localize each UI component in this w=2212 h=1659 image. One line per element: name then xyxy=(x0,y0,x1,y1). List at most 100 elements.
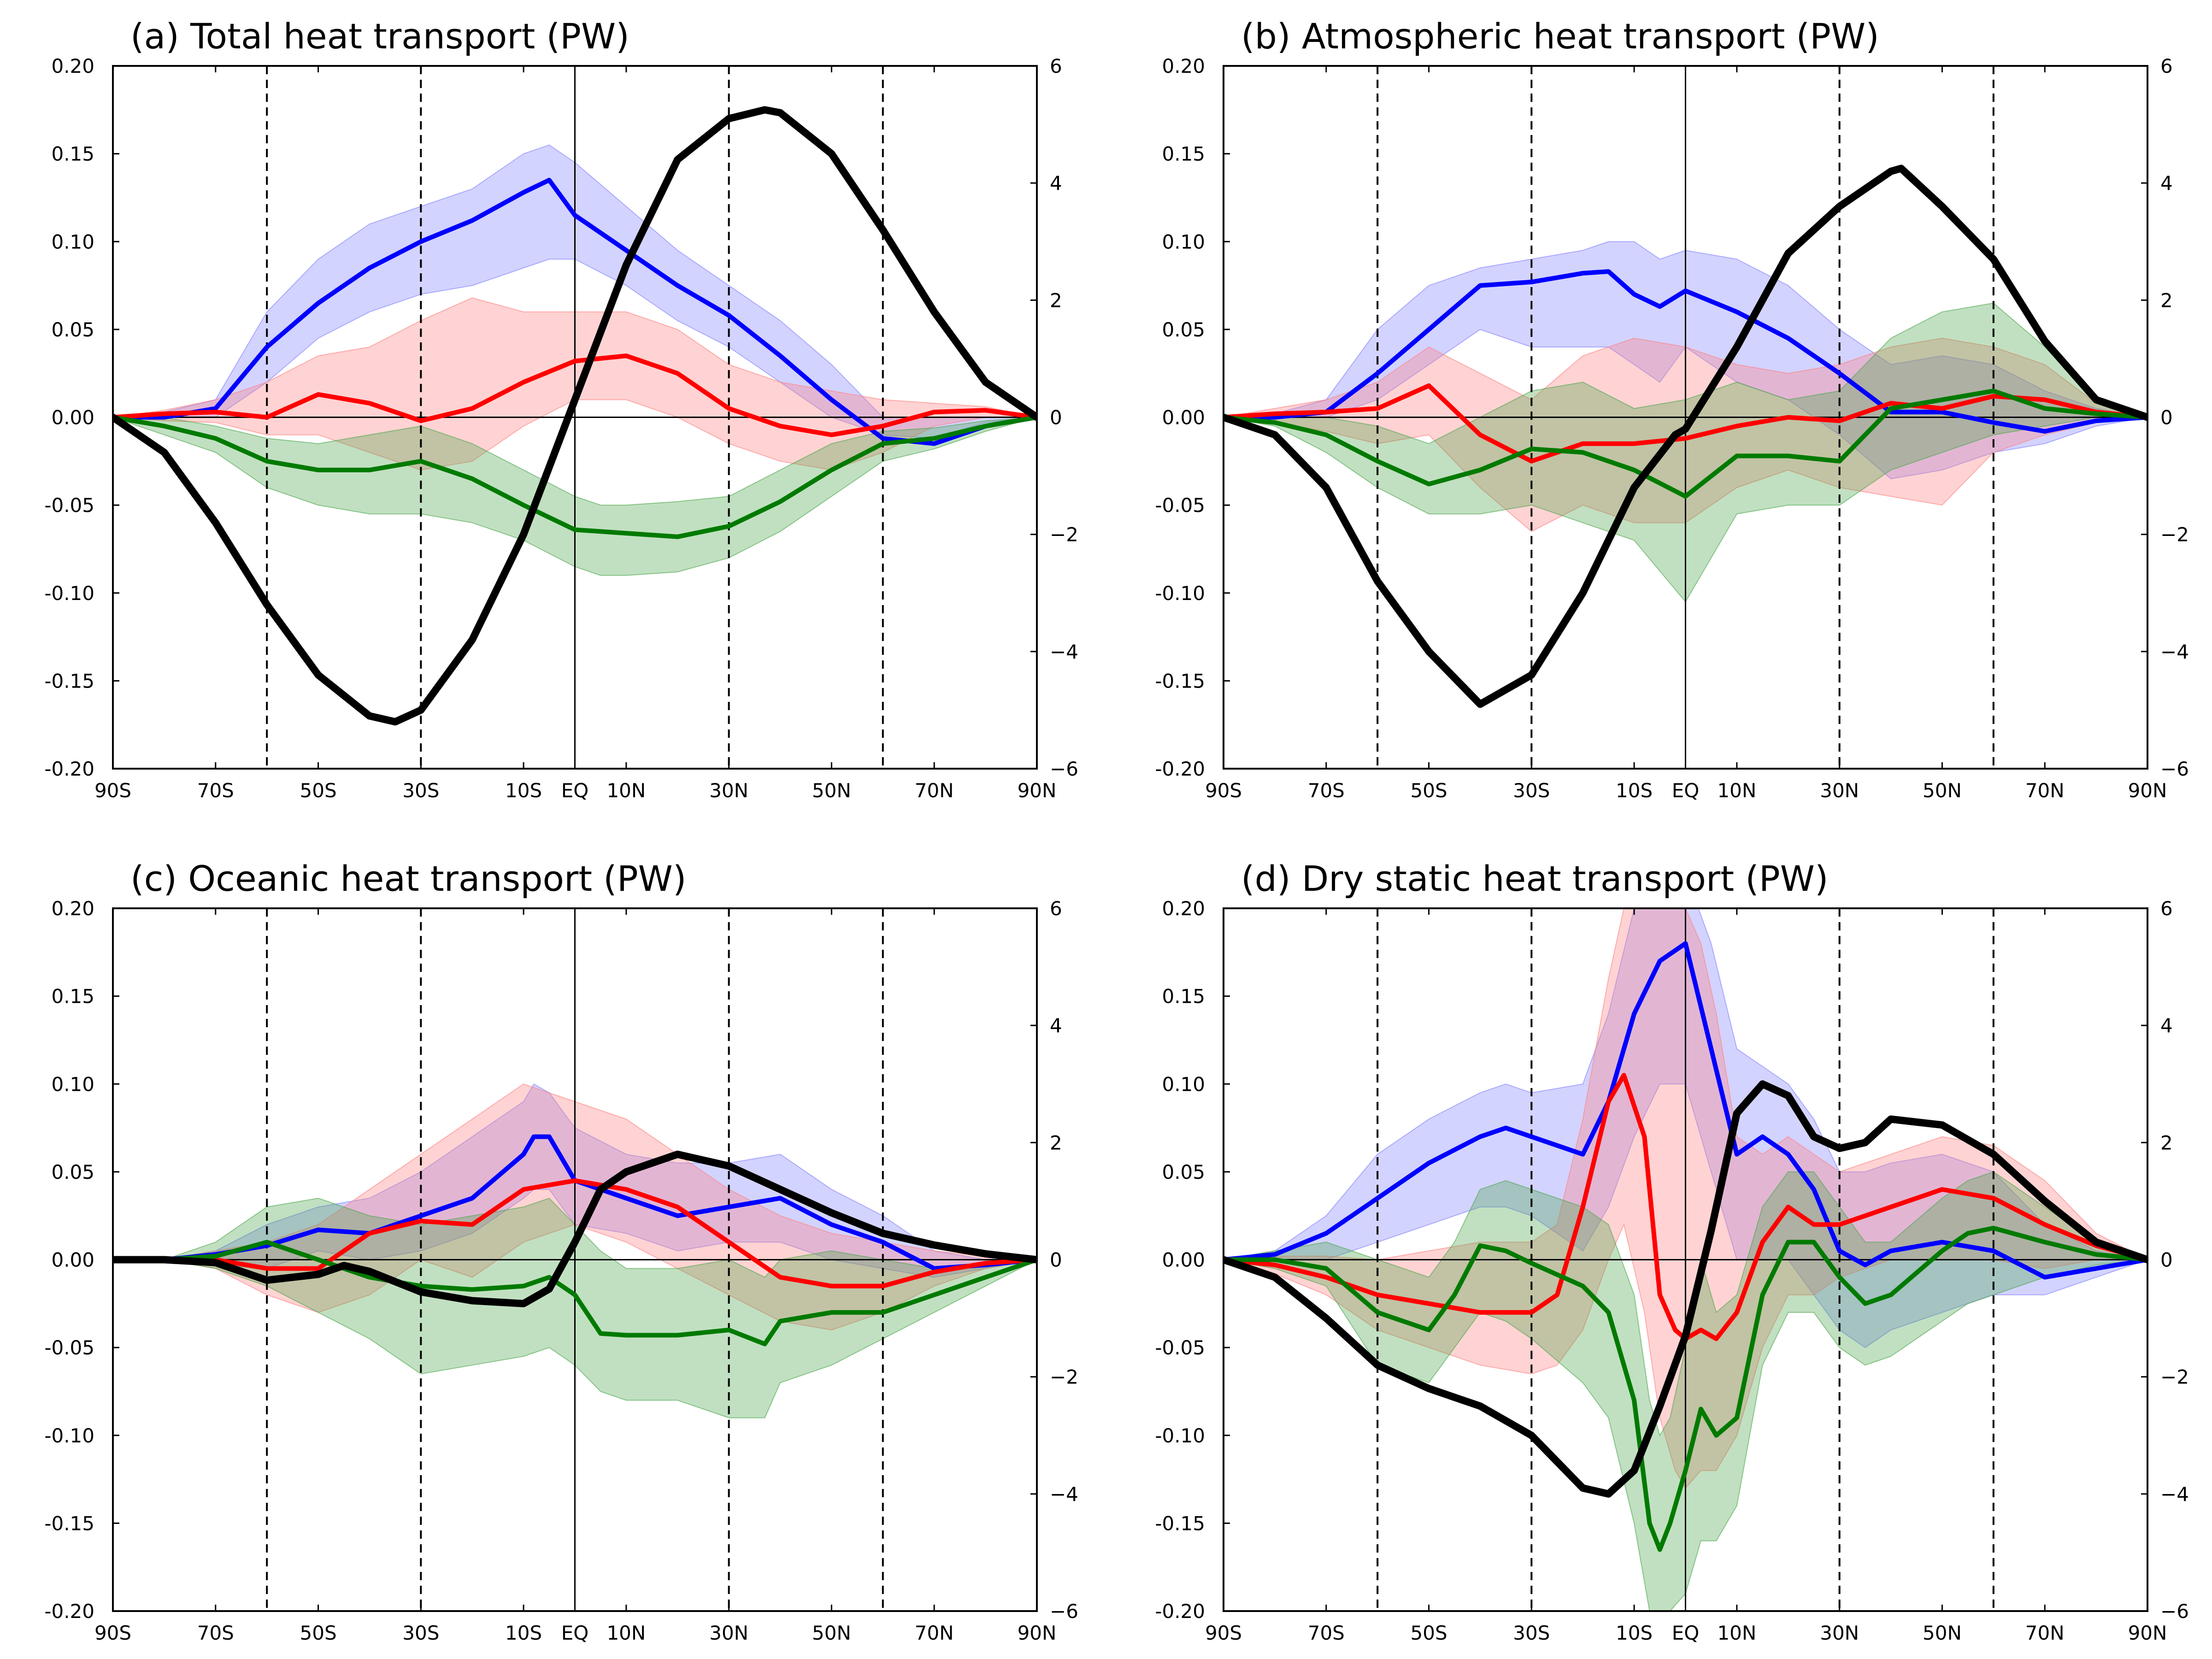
y-tick-label: -0.20 xyxy=(1155,1600,1205,1623)
y-tick-label: -0.10 xyxy=(44,582,94,605)
blue-spread-band xyxy=(113,144,1037,439)
y-tick-label: -0.20 xyxy=(1155,758,1205,780)
panel-title: (c) Oceanic heat transport (PW) xyxy=(130,858,686,899)
black-series-line xyxy=(1224,1080,2147,1498)
plot-area: 90S 70S 50S 30S 10S EQ 10N 30N 50N 70N 90N -0.20 -0.… xyxy=(1155,897,2189,1644)
x-tick-label: 30N xyxy=(709,1622,748,1644)
x-tick-label: EQ xyxy=(561,1622,589,1644)
y2-tick-label: −4 xyxy=(2160,1483,2189,1506)
x-tick-label: 90S xyxy=(94,1622,131,1644)
plot-area: 90S 70S 50S 30S 10S EQ 10N 30N 50N 70N 90N -0.20 -0.… xyxy=(1155,55,2189,802)
red-series-line xyxy=(113,1178,1037,1288)
y-tick-label: 0.20 xyxy=(51,897,94,920)
panel-title: (a) Total heat transport (PW) xyxy=(130,16,629,57)
x-tick-label: 10N xyxy=(1717,779,1756,802)
x-tick-label: 90N xyxy=(1018,779,1057,802)
y-tick-label: -0.10 xyxy=(44,1424,94,1447)
y2-tick-label: 0 xyxy=(1050,1249,1062,1271)
red-series-line xyxy=(1224,1073,2147,1341)
x-tick-label: 50S xyxy=(1411,779,1447,802)
y2-tick-label: −4 xyxy=(2160,641,2189,663)
black-series-line xyxy=(1224,165,2147,708)
blue-series-line xyxy=(1224,941,2147,1280)
x-tick-label: 90S xyxy=(1205,779,1242,802)
y-tick-label: 0.00 xyxy=(51,1249,94,1271)
x-tick-label: 50N xyxy=(812,779,851,802)
blue-series-line xyxy=(113,177,1037,446)
y-tick-label: 0.20 xyxy=(1162,55,1205,77)
y-tick-label: 0.10 xyxy=(1162,230,1205,253)
y2-tick-label: −6 xyxy=(1050,1600,1078,1623)
x-tick-label: 70S xyxy=(197,1622,234,1644)
x-tick-label: 10N xyxy=(1717,1622,1756,1644)
x-tick-label: 90N xyxy=(2128,779,2167,802)
y-tick-label: -0.20 xyxy=(44,1600,94,1623)
y2-tick-label: 2 xyxy=(1050,289,1062,312)
y-tick-label: -0.10 xyxy=(1155,582,1205,605)
blue-series-line xyxy=(113,1134,1037,1271)
plot-body xyxy=(1224,908,2147,1611)
x-tick-label: EQ xyxy=(1672,779,1700,802)
y2-tick-label: 4 xyxy=(1050,172,1062,194)
y-tick-label: 0.20 xyxy=(51,55,94,77)
x-tick-label: 70N xyxy=(2025,779,2065,802)
x-tick-label: 90N xyxy=(1018,1622,1057,1644)
y-tick-label: 0.15 xyxy=(1162,985,1205,1008)
x-tick-label: 50N xyxy=(812,1622,851,1644)
y2-tick-label: −4 xyxy=(1050,641,1078,663)
blue-series-line xyxy=(1224,269,2147,434)
x-tick-label: 50N xyxy=(1923,779,1962,802)
x-tick-label: 30S xyxy=(402,1622,439,1644)
y-tick-label: -0.15 xyxy=(44,670,94,692)
green-series-line xyxy=(1224,1225,2147,1552)
x-tick-label: 30S xyxy=(1513,779,1550,802)
y-tick-label: 0.05 xyxy=(51,1161,94,1183)
y-tick-label: 0.15 xyxy=(51,143,94,165)
x-tick-label: 10N xyxy=(606,1622,646,1644)
x-tick-label: 30S xyxy=(1513,1622,1550,1644)
plot-area: 90S 70S 50S 30S 10S EQ 10N 30N 50N 70N 90N -0.20 -0.… xyxy=(44,55,1078,802)
green-series-line xyxy=(113,415,1037,539)
x-tick-label: 50S xyxy=(300,779,337,802)
y2-tick-label: 2 xyxy=(1050,1131,1062,1154)
y2-tick-label: −2 xyxy=(2160,524,2189,546)
panel-a-total-heat-transport: (a) Total heat transport (PW) 90S 70S 50S 3… xyxy=(44,16,1078,802)
x-tick-label: 90S xyxy=(94,779,131,802)
panel-c-oceanic-heat-transport: (c) Oceanic heat transport (PW) 90S 70S 50… xyxy=(44,858,1078,1644)
y-tick-label: -0.20 xyxy=(44,758,94,780)
black-series-line xyxy=(113,1150,1037,1307)
y-tick-label: 0.05 xyxy=(51,318,94,341)
y2-tick-label: 2 xyxy=(2160,1131,2173,1154)
panel-d-dry-static-heat-transport: (d) Dry static heat transport (PW) 90S 70… xyxy=(1155,858,2189,1644)
x-tick-label: 30S xyxy=(402,779,439,802)
y-tick-label: 0.15 xyxy=(1162,143,1205,165)
green-series-line xyxy=(1224,388,2147,499)
y-tick-label: 0.10 xyxy=(51,1073,94,1095)
y2-tick-label: 2 xyxy=(2160,289,2173,312)
y2-tick-label: 4 xyxy=(2160,1014,2173,1037)
x-tick-label: EQ xyxy=(1672,1622,1700,1644)
red-series-line xyxy=(1224,383,2147,464)
y-tick-label: 0.00 xyxy=(1162,1249,1205,1271)
y-tick-label: -0.15 xyxy=(44,1512,94,1535)
x-tick-label: 10N xyxy=(606,779,646,802)
y2-tick-label: −6 xyxy=(2160,758,2189,780)
x-tick-label: 30N xyxy=(1820,779,1859,802)
x-tick-label: 70N xyxy=(915,1622,954,1644)
panel-b-atmospheric-heat-transport: (b) Atmospheric heat transport (PW) 90S 7… xyxy=(1155,16,2189,802)
y-tick-label: -0.05 xyxy=(1155,494,1205,517)
x-tick-label: 10S xyxy=(1616,1622,1653,1644)
x-tick-label: 70S xyxy=(1308,1622,1345,1644)
green-spread-band xyxy=(113,417,1037,576)
y2-tick-label: 6 xyxy=(1050,55,1062,77)
blue-spread-band xyxy=(1224,908,2147,1348)
panel-title: (b) Atmospheric heat transport (PW) xyxy=(1241,16,1879,57)
y2-tick-label: 6 xyxy=(1050,897,1062,920)
y-tick-label: -0.10 xyxy=(1155,1424,1205,1447)
plot-body xyxy=(1224,66,2147,769)
y-tick-label: 0.00 xyxy=(51,406,94,429)
y2-tick-label: 4 xyxy=(2160,172,2173,194)
x-tick-label: 70N xyxy=(2025,1622,2065,1644)
